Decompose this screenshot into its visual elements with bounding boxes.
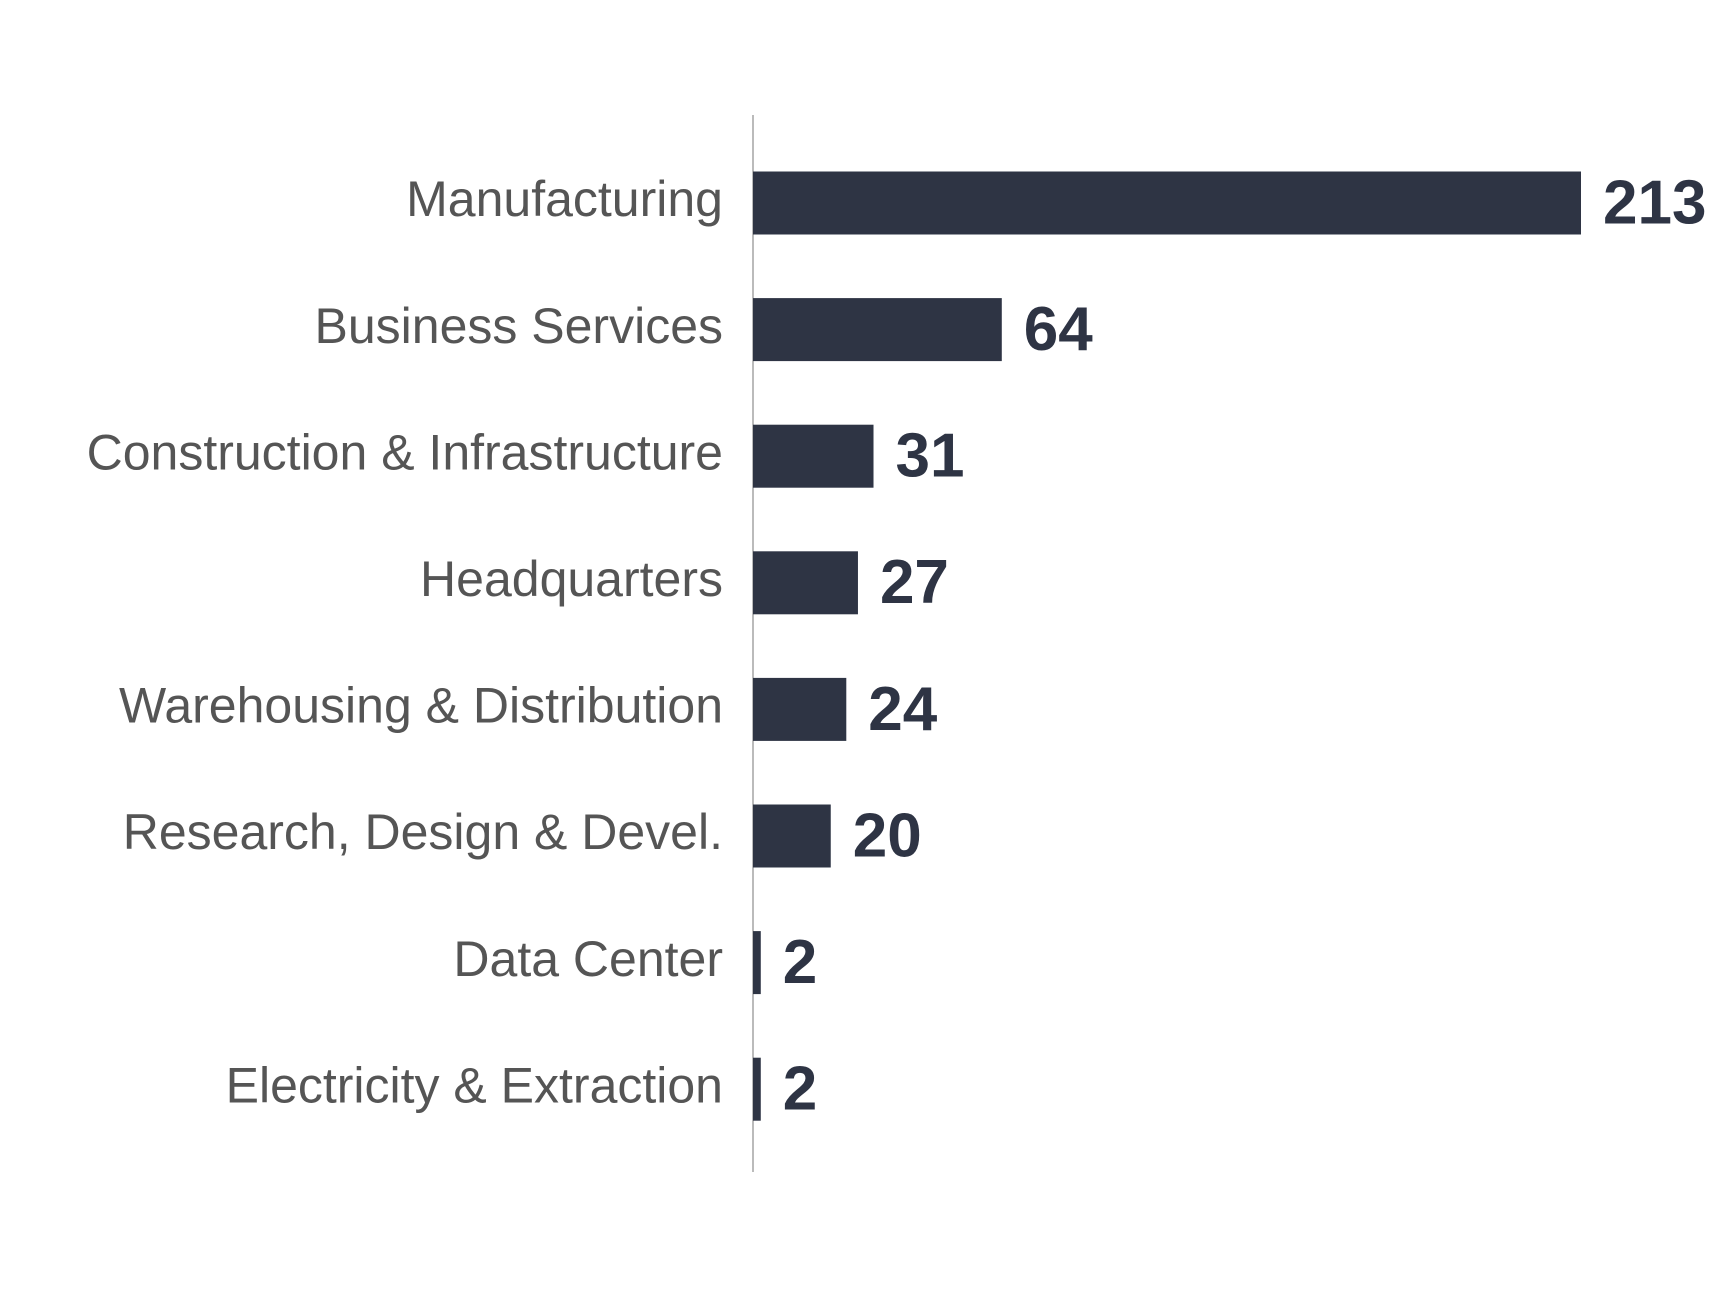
bar xyxy=(753,804,831,868)
category-label: Warehousing & Distribution xyxy=(119,678,723,734)
category-label: Data Center xyxy=(453,931,723,987)
bar xyxy=(753,931,761,995)
bar xyxy=(753,298,1002,362)
category-label: Electricity & Extraction xyxy=(226,1057,723,1113)
bar xyxy=(753,551,858,615)
category-label: Manufacturing xyxy=(406,171,723,227)
category-label: Construction & Infrastructure xyxy=(87,424,723,480)
value-label: 213 xyxy=(1603,168,1706,237)
value-label: 24 xyxy=(868,675,937,744)
bar xyxy=(753,1057,761,1121)
value-label: 2 xyxy=(783,1055,817,1124)
category-label: Business Services xyxy=(315,298,724,354)
value-label: 2 xyxy=(783,928,817,997)
value-label: 27 xyxy=(880,548,949,617)
bar xyxy=(753,424,874,488)
bar xyxy=(753,171,1581,235)
category-label: Research, Design & Devel. xyxy=(123,804,723,860)
bar xyxy=(753,677,847,741)
category-label: Headquarters xyxy=(420,551,723,607)
value-label: 64 xyxy=(1024,295,1093,364)
value-label: 20 xyxy=(853,801,922,870)
value-label: 31 xyxy=(896,422,965,491)
